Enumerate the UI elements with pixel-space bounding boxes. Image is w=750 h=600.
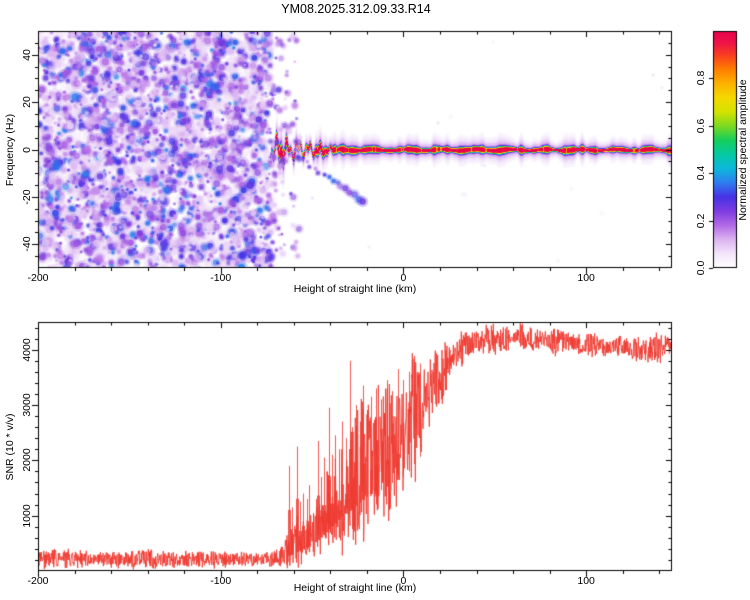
snr-x-tick-label: -100 [210,575,232,587]
snr-y-tick-label: 1000 [21,503,33,528]
spectrogram-y-tick-label: 20 [21,96,33,108]
spectrogram-y-tick-label: -40 [21,236,33,252]
spectrogram-y-tick-label: -20 [21,189,33,205]
colorbar-tick-label: 0.8 [695,71,707,86]
colorbar-tick-label: 0.6 [695,118,707,134]
spectrogram-x-tick-label: 100 [577,272,595,284]
plot-title: YM08.2025.312.09.33.R14 [281,2,431,16]
snr-xlabel: Height of straight line (km) [293,582,417,594]
spectrogram-x-tick-label: 0 [400,272,407,284]
snr-x-tick-label: 100 [577,575,595,587]
colorbar-tick-label: 0.4 [695,165,707,181]
snr-x-tick-label: -200 [27,575,49,587]
spectrogram-y-tick-label: 0 [21,146,33,153]
spectrogram-x-tick-label: -200 [27,272,49,284]
spectrogram-y-tick-label: 40 [21,48,33,61]
spectrogram-ylabel: Frequency (Hz) [4,113,16,187]
spectrogram-xlabel: Height of straight line (km) [293,283,417,295]
colorbar-tick-label: 0.0 [695,260,707,276]
spectrogram-x-tick-label: -100 [210,272,232,284]
colorbar-label: Normalized spectral amplitude [737,79,749,221]
snr-y-tick-label: 4000 [21,337,33,362]
snr-x-tick-label: 0 [400,575,407,587]
colorbar-tick-label: 0.2 [695,213,707,228]
snr-y-tick-label: 2000 [21,448,33,473]
snr-y-tick-label: 3000 [21,393,33,417]
snr-ylabel: SNR (10 * v/v) [4,413,16,481]
